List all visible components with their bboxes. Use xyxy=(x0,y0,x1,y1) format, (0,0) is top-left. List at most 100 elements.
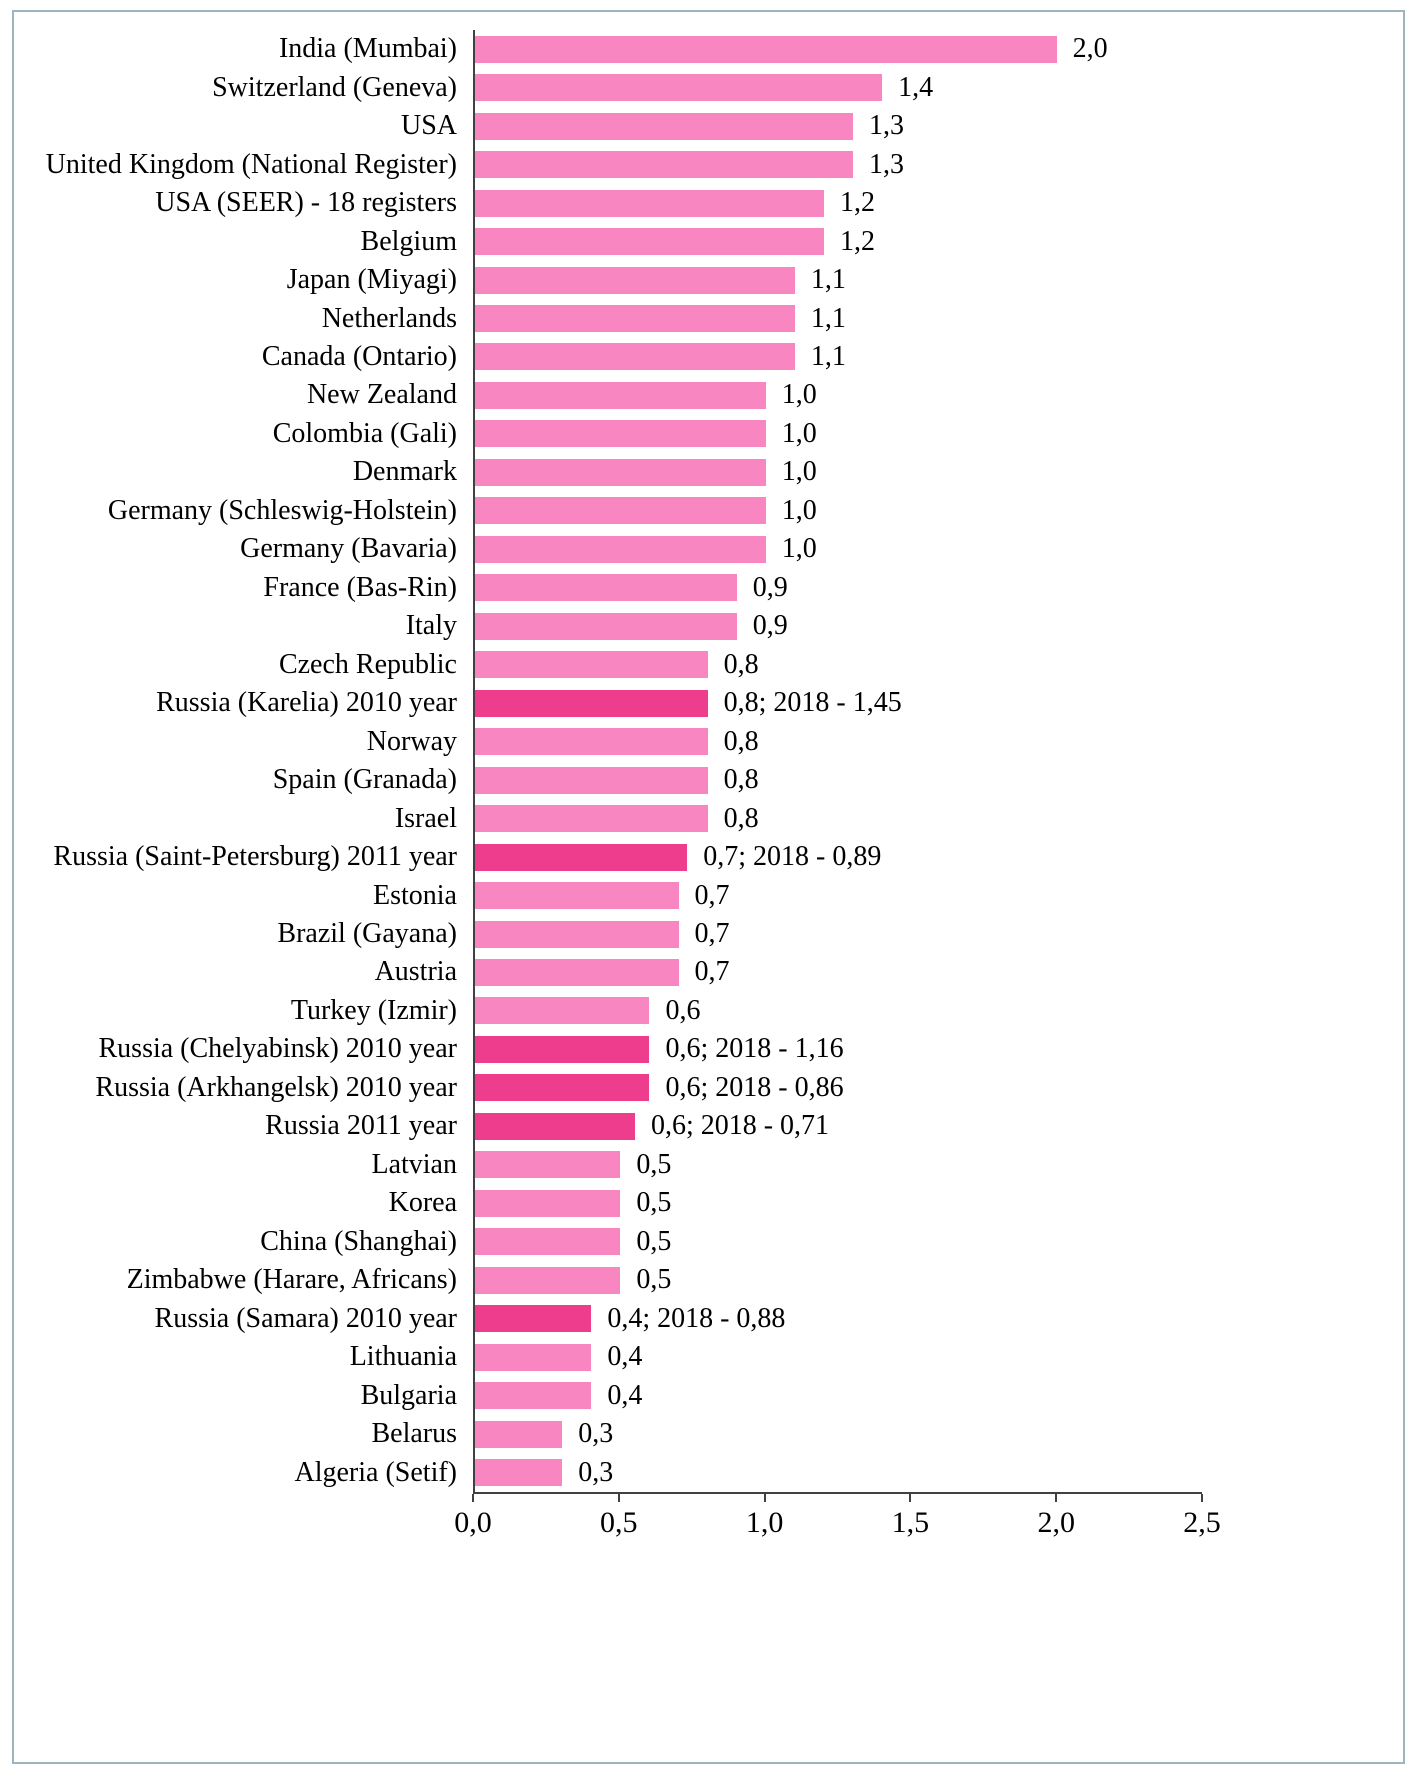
bar-plot-area: 1,1 xyxy=(473,337,1387,377)
bar-plot-area: 0,6; 2018 - 1,16 xyxy=(473,1030,1387,1069)
bar-plot-area: 1,0 xyxy=(473,491,1387,531)
category-label: China (Shanghai) xyxy=(260,1225,457,1257)
category-label: Belgium xyxy=(360,225,457,257)
bar xyxy=(475,882,679,910)
bar-row: USA (SEER) - 18 registers 1,2 xyxy=(28,183,1387,223)
bar xyxy=(475,381,766,409)
value-label: 0,8 xyxy=(723,802,759,834)
value-label: 0,9 xyxy=(752,610,788,642)
value-label: 0,7 xyxy=(694,879,730,911)
bar-plot-area: 0,4; 2018 - 0,88 xyxy=(473,1299,1387,1338)
value-label: 0,6; 2018 - 0,71 xyxy=(650,1110,830,1142)
bar-track: 2,0 xyxy=(475,30,1202,68)
value-label: 0,4 xyxy=(607,1379,643,1411)
bar xyxy=(475,189,824,217)
x-tick-mark xyxy=(909,1494,912,1502)
bar-track: 1,0 xyxy=(475,492,1202,530)
bar-row: Russia (Arkhangelsk) 2010 year 0,6; 2018 … xyxy=(28,1068,1387,1108)
bar-track: 1,1 xyxy=(475,261,1202,299)
bar-row: Germany (Bavaria) 1,0 xyxy=(28,530,1387,569)
bar-plot-area: 0,4 xyxy=(473,1376,1387,1415)
value-label: 1,2 xyxy=(839,187,875,219)
bar-row: Turkey (Izmir) 0,6 xyxy=(28,991,1387,1031)
bar-row: Spain (Granada) 0,8 xyxy=(28,760,1387,800)
bar-plot-area: 0,3 xyxy=(473,1453,1387,1492)
value-label: 0,5 xyxy=(636,1264,672,1296)
bar-row: United Kingdom (National Register) 1,3 xyxy=(28,145,1387,184)
category-label: Germany (Schleswig-Holstein) xyxy=(107,494,457,526)
bar-plot-area: 0,8 xyxy=(473,722,1387,761)
category-label: Korea xyxy=(388,1187,457,1219)
bar-track: 0,8 xyxy=(475,646,1202,684)
bar xyxy=(475,343,795,371)
bar xyxy=(475,74,883,102)
bar-row: Bulgaria 0,4 xyxy=(28,1376,1387,1415)
bar-row: Russia (Chelyabinsk) 2010 year 0,6; 2018 … xyxy=(28,1030,1387,1069)
bar xyxy=(475,112,854,140)
bar xyxy=(475,151,854,179)
x-axis: 0,0 0,5 1,0 1,5 2,0 2,5 xyxy=(454,1492,1221,1554)
value-label: 0,7 xyxy=(694,918,730,950)
value-label: 0,4 xyxy=(607,1341,643,1373)
bar-track: 1,1 xyxy=(475,299,1202,337)
bar-track: 0,6; 2018 - 1,16 xyxy=(475,1030,1202,1068)
bar-row: USA 1,3 xyxy=(28,106,1387,146)
category-label: Japan (Miyagi) xyxy=(286,264,457,296)
bar-plot-area: 0,8; 2018 - 1,45 xyxy=(473,683,1387,723)
bar-row: Czech Republic 0,8 xyxy=(28,645,1387,684)
value-label: 1,3 xyxy=(869,148,905,180)
category-label: Canada (Ontario) xyxy=(261,340,457,372)
bar xyxy=(475,689,708,717)
bar-plot-area: 0,6; 2018 - 0,86 xyxy=(473,1068,1387,1108)
bar xyxy=(475,1074,650,1102)
category-label: USA xyxy=(400,110,457,142)
category-label: Germany (Bavaria) xyxy=(240,533,457,565)
bar-plot-area: 1,0 xyxy=(473,414,1387,454)
category-label: Russia (Arkhangelsk) 2010 year xyxy=(95,1071,457,1103)
bar xyxy=(475,728,708,756)
x-tick-label: 2,5 xyxy=(1183,1506,1221,1539)
value-label: 1,1 xyxy=(810,264,846,296)
bar-plot-area: 0,9 xyxy=(473,607,1387,646)
bar-track: 1,0 xyxy=(475,530,1202,568)
bar xyxy=(475,1382,592,1410)
bar-plot-area: 0,4 xyxy=(473,1337,1387,1377)
bar xyxy=(475,1189,621,1217)
bar xyxy=(475,920,679,948)
category-label: Spain (Granada) xyxy=(272,764,457,796)
bar-row: China (Shanghai) 0,5 xyxy=(28,1222,1387,1261)
value-label: 1,4 xyxy=(898,71,934,103)
bar-track: 0,3 xyxy=(475,1415,1202,1453)
bar-track: 0,8; 2018 - 1,45 xyxy=(475,684,1202,722)
bar-row: Israel 0,8 xyxy=(28,799,1387,838)
bar-track: 1,2 xyxy=(475,184,1202,222)
bar-chart: India (Mumbai) 2,0 Switzerland (Geneva) 1,4… xyxy=(28,24,1387,1742)
value-label: 1,1 xyxy=(810,302,846,334)
bar-track: 0,4; 2018 - 0,88 xyxy=(475,1299,1202,1337)
bar-track: 0,7 xyxy=(475,876,1202,914)
bar-plot-area: 2,0 xyxy=(473,30,1387,69)
bar-track: 1,3 xyxy=(475,107,1202,145)
category-label: Italy xyxy=(405,610,457,642)
value-label: 1,0 xyxy=(781,417,817,449)
bar xyxy=(475,1266,621,1294)
category-label: Latvian xyxy=(371,1148,457,1180)
category-label: Switzerland (Geneva) xyxy=(212,71,457,103)
category-label: Belarus xyxy=(371,1418,457,1450)
bar-track: 0,4 xyxy=(475,1338,1202,1376)
value-label: 0,6; 2018 - 0,86 xyxy=(665,1071,844,1103)
bar-row: Latvian 0,5 xyxy=(28,1145,1387,1185)
x-tick-label: 2,0 xyxy=(1037,1506,1075,1539)
value-label: 0,8 xyxy=(723,725,759,757)
bar xyxy=(475,497,766,525)
bar-row: Norway 0,8 xyxy=(28,722,1387,761)
bar-row: Belgium 1,2 xyxy=(28,222,1387,261)
bar xyxy=(475,35,1057,63)
value-label: 1,0 xyxy=(781,456,817,488)
bar-row: Switzerland (Geneva) 1,4 xyxy=(28,68,1387,107)
bar-plot-area: 1,0 xyxy=(473,530,1387,569)
bar xyxy=(475,458,766,486)
bar-row: Russia (Karelia) 2010 year 0,8; 2018 - 1,… xyxy=(28,683,1387,723)
bar-track: 1,0 xyxy=(475,376,1202,414)
bar xyxy=(475,420,766,448)
